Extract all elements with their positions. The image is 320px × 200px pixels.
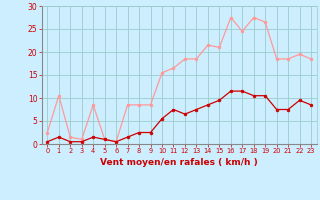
X-axis label: Vent moyen/en rafales ( km/h ): Vent moyen/en rafales ( km/h ) <box>100 158 258 167</box>
